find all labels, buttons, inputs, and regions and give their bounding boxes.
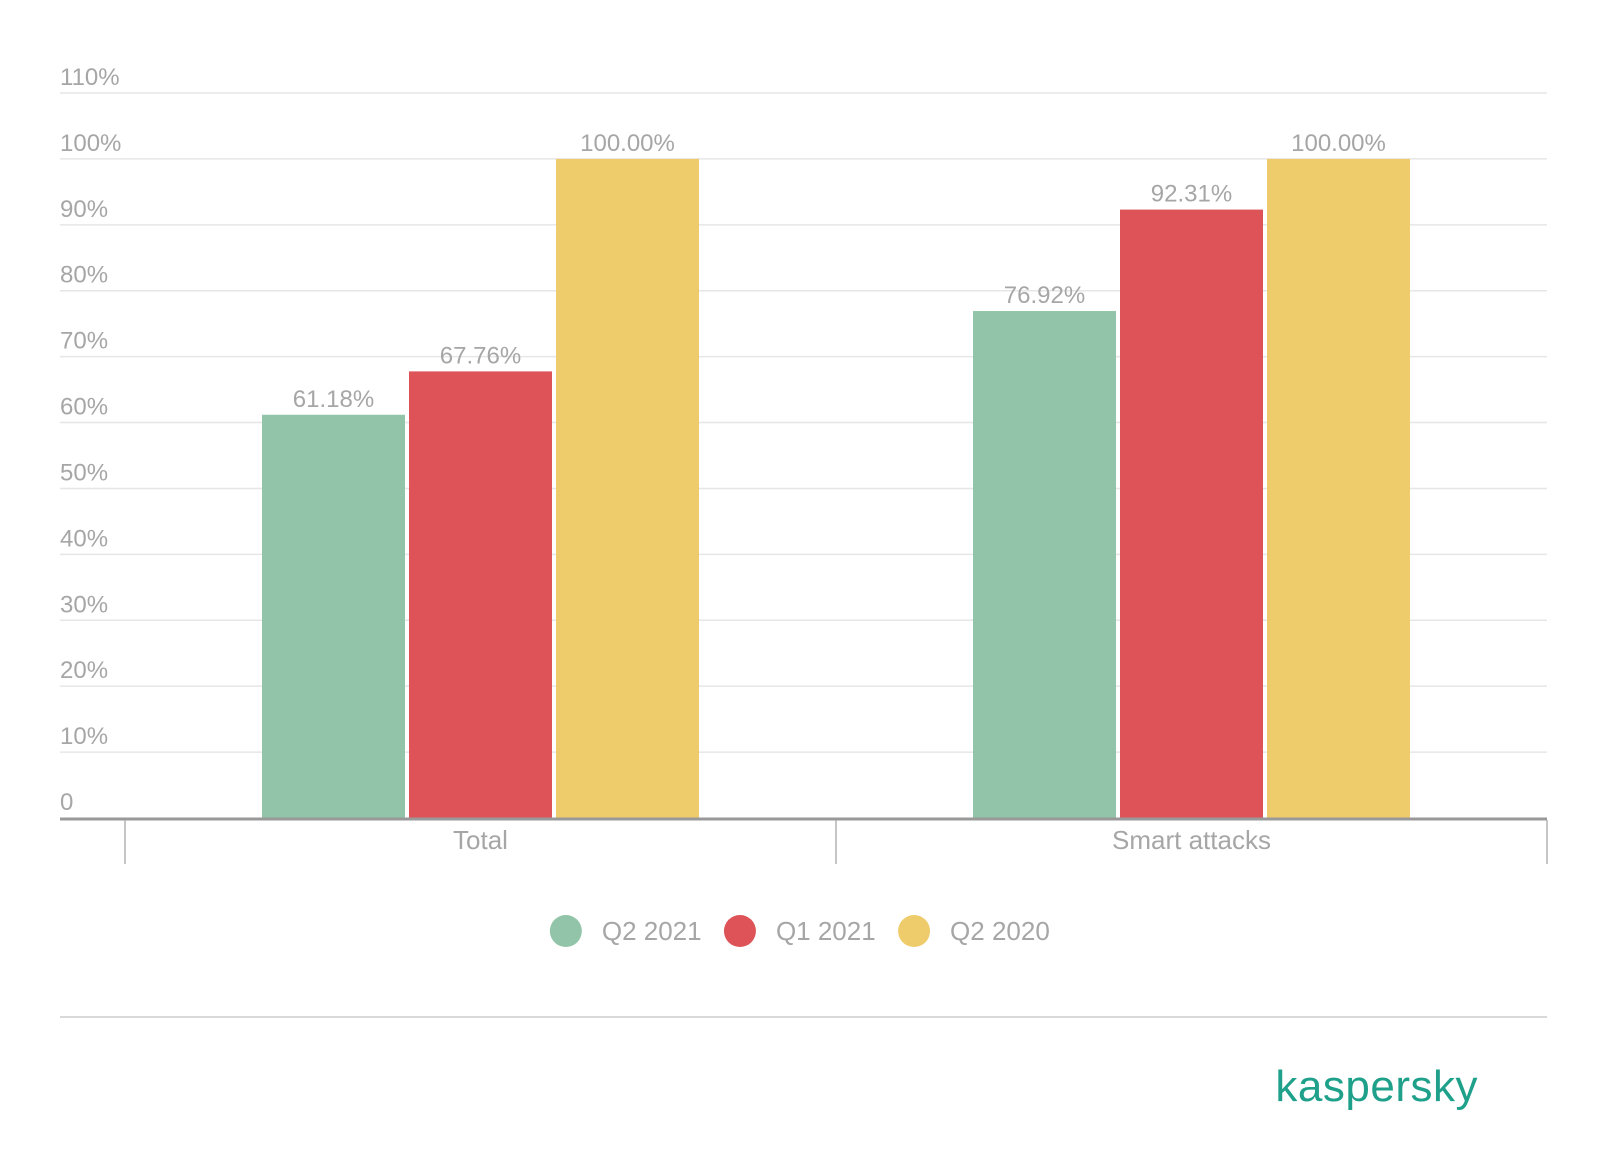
legend-label: Q1 2021 xyxy=(776,916,876,946)
y-tick-label: 10% xyxy=(60,723,108,750)
y-tick-label: 80% xyxy=(60,262,108,289)
x-axis: Total Smart attacks xyxy=(60,817,1548,864)
data-label: 76.92% xyxy=(1004,282,1085,309)
bar xyxy=(409,371,552,818)
bars xyxy=(262,158,1410,819)
data-label: 100.00% xyxy=(1291,130,1386,157)
bar xyxy=(556,158,699,819)
y-axis-ticks: 0 10% 20% 30% 40% 50% 60% 70% 80% 90% 100% 110% xyxy=(60,64,121,816)
data-label: 100.00% xyxy=(580,130,675,157)
data-label: 61.18% xyxy=(293,386,374,413)
legend-marker xyxy=(549,915,582,947)
legend: Q2 2021 Q1 2021 Q2 2020 xyxy=(549,915,1050,947)
x-category-label: Smart attacks xyxy=(1112,825,1271,855)
legend-marker xyxy=(723,915,756,947)
y-tick-label: 100% xyxy=(60,130,121,157)
bar xyxy=(1120,209,1263,818)
y-tick-label: 70% xyxy=(60,328,108,355)
y-tick-label: 60% xyxy=(60,394,108,421)
y-tick-label: 30% xyxy=(60,591,108,618)
bar xyxy=(262,414,405,818)
data-label: 67.76% xyxy=(440,342,521,369)
value-labels: 61.18% 67.76% 100.00% 76.92% 92.31% 100.00% xyxy=(293,130,1386,413)
kaspersky-logo: kaspersky xyxy=(1275,1062,1478,1111)
legend-marker xyxy=(898,915,931,947)
y-tick-label: 0 xyxy=(60,789,73,816)
y-tick-label: 90% xyxy=(60,196,108,223)
data-label: 92.31% xyxy=(1151,181,1232,208)
x-category-label: Total xyxy=(453,825,508,855)
y-tick-label: 20% xyxy=(60,657,108,684)
y-tick-label: 50% xyxy=(60,459,108,486)
legend-label: Q2 2021 xyxy=(602,916,702,946)
y-tick-label: 40% xyxy=(60,525,108,552)
bar xyxy=(1267,158,1410,819)
bar xyxy=(973,311,1116,818)
y-tick-label: 110% xyxy=(60,64,120,91)
legend-label: Q2 2020 xyxy=(950,916,1050,946)
